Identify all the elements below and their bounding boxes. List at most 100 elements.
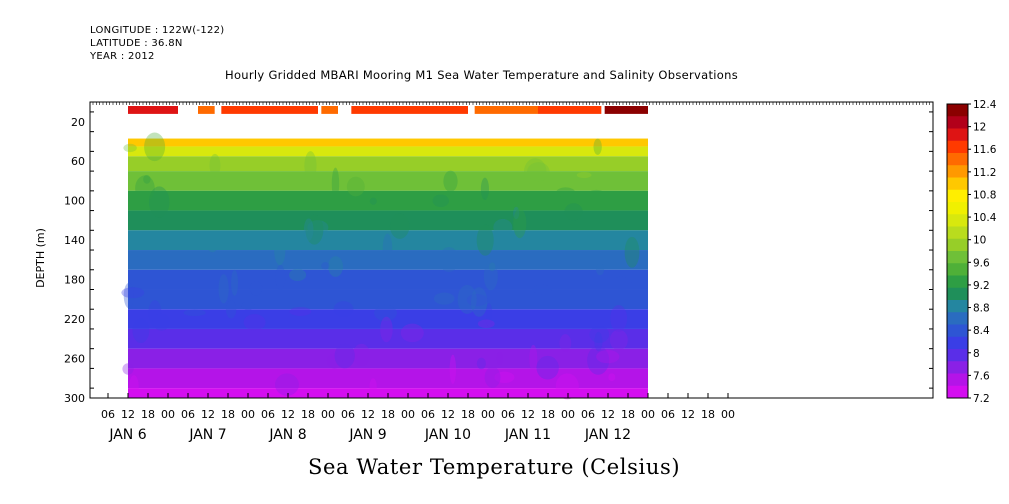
texture-blob	[527, 162, 550, 182]
texture-blob	[289, 306, 312, 316]
texture-blob	[564, 203, 583, 221]
depth-band	[128, 146, 648, 157]
texture-blob	[331, 167, 340, 200]
texture-blob	[243, 314, 266, 331]
x-tick-label: 00	[401, 408, 415, 421]
texture-blob	[609, 329, 628, 351]
colorbar-swatch	[947, 140, 968, 154]
texture-blob	[485, 303, 493, 328]
colorbar-swatch	[947, 385, 968, 399]
depth-band	[128, 289, 648, 310]
colorbar-swatch	[947, 251, 968, 264]
texture-blob	[438, 247, 460, 273]
texture-blob	[594, 331, 603, 352]
texture-blob	[532, 284, 552, 295]
texture-blob	[183, 309, 206, 317]
colorbar-swatch	[947, 189, 968, 203]
y-tick-label: 20	[71, 116, 85, 129]
texture-blob	[231, 269, 239, 296]
texture-blob	[241, 301, 256, 310]
texture-blob	[374, 304, 397, 322]
depth-band	[128, 138, 648, 147]
texture-blob	[476, 357, 486, 370]
texture-blob	[610, 304, 628, 332]
texture-blob	[488, 262, 496, 272]
x-tick-label: 18	[461, 408, 475, 421]
colorbar-label: 12.4	[973, 99, 997, 111]
texture-blob	[209, 153, 221, 177]
texture-blob	[513, 208, 527, 239]
texture-blob	[449, 354, 457, 385]
y-tick-label: 180	[64, 274, 85, 287]
x-tick-label: 00	[321, 408, 335, 421]
colorbar-swatch	[947, 116, 968, 129]
x-tick-label: 00	[241, 408, 255, 421]
chart-main-label: Sea Water Temperature (Celsius)	[308, 455, 681, 479]
texture-blob	[555, 373, 579, 400]
colorbar-swatch	[947, 287, 968, 301]
x-tick-label: 12	[521, 408, 535, 421]
depth-band	[128, 269, 648, 290]
x-tick-label: 12	[361, 408, 375, 421]
y-tick-label: 60	[71, 155, 85, 168]
x-tick-label: 06	[501, 408, 515, 421]
colorbar-label: 8.8	[973, 303, 990, 315]
texture-blob	[432, 194, 449, 208]
day-label: JAN 10	[424, 427, 471, 443]
depth-band	[128, 348, 648, 369]
colorbar-swatch	[947, 300, 968, 313]
texture-blob	[369, 197, 377, 205]
x-tick-label: 06	[581, 408, 595, 421]
axes: 20 60 100 140 180 220 260 300 06 12 18 00 06 12 18 00 06…	[64, 101, 934, 443]
texture-blob	[148, 186, 170, 218]
surface-segment	[604, 106, 648, 114]
surface-segment	[128, 106, 178, 114]
colorbar-label: 10.4	[973, 212, 997, 224]
texture-blob	[536, 355, 559, 380]
texture-blob	[608, 373, 616, 382]
texture-blob	[380, 316, 393, 343]
texture-blob	[593, 138, 602, 155]
colorbar-swatch	[947, 177, 968, 191]
day-label: JAN 11	[504, 427, 551, 443]
x-tick-label: 12	[201, 408, 215, 421]
texture-blob	[466, 293, 488, 307]
x-tick-label: 00	[161, 408, 175, 421]
day-label: JAN 8	[268, 427, 306, 443]
x-tick-label: 18	[621, 408, 635, 421]
texture-blob	[152, 313, 171, 331]
depth-band	[128, 156, 648, 172]
y-tick-label: 100	[64, 195, 85, 208]
colorbar-swatch	[947, 312, 968, 325]
texture-blob	[135, 255, 152, 265]
texture-blob	[589, 325, 610, 344]
x-tick-label: 00	[721, 408, 735, 421]
colorbar-swatch	[947, 324, 968, 338]
x-tick-label: 12	[681, 408, 695, 421]
depth-band	[128, 368, 648, 389]
x-tick-label: 18	[141, 408, 155, 421]
x-tick-label: 06	[341, 408, 355, 421]
surface-segment	[351, 106, 468, 114]
texture-blob	[596, 350, 620, 364]
colorbar-swatch	[947, 128, 968, 142]
colorbar-swatch	[947, 275, 968, 289]
texture-blob	[303, 218, 314, 242]
texture-blob	[122, 363, 134, 375]
texture-blob	[587, 189, 606, 200]
y-tick-label: 260	[64, 353, 85, 366]
texture-blob	[135, 175, 155, 201]
surface-segment	[474, 106, 538, 114]
texture-blob	[494, 371, 515, 383]
x-tick-label: 18	[221, 408, 235, 421]
texture-blob	[333, 301, 354, 318]
texture-blob	[289, 268, 307, 281]
texture-blob	[576, 172, 592, 179]
texture-blob	[307, 220, 329, 235]
texture-blob	[587, 345, 610, 375]
x-tick-label: 18	[701, 408, 715, 421]
x-tick-label: 12	[281, 408, 295, 421]
colorbar-label: 10.8	[973, 189, 996, 201]
colorbar-swatch	[947, 214, 968, 227]
